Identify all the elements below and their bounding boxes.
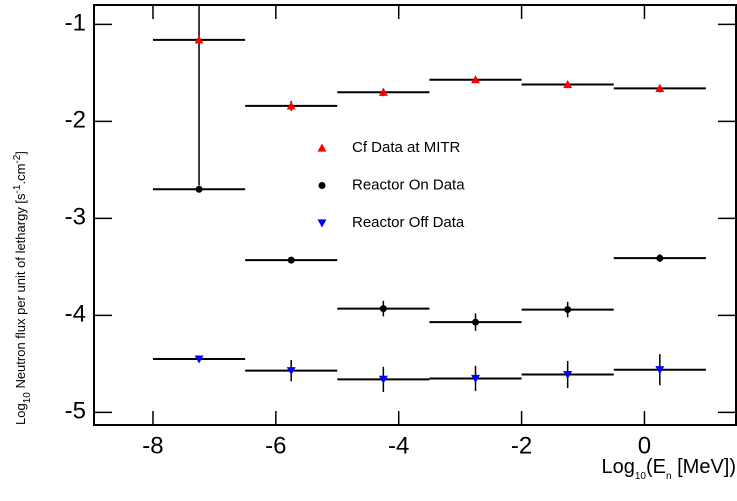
x-tick-label: -6 bbox=[265, 432, 286, 459]
legend-marker bbox=[317, 143, 327, 152]
marker bbox=[656, 254, 664, 262]
legend-label: Reactor On Data bbox=[352, 176, 465, 193]
x-title-part: Log bbox=[601, 456, 634, 478]
y-title-part: Log bbox=[13, 403, 28, 425]
marker bbox=[378, 87, 388, 96]
marker bbox=[563, 370, 573, 380]
marker bbox=[471, 75, 481, 84]
plot-frame bbox=[93, 4, 737, 426]
y-tick-label: -1 bbox=[65, 10, 86, 37]
marker bbox=[563, 80, 573, 89]
x-tick-label: -2 bbox=[511, 432, 532, 459]
y-tick-label: -3 bbox=[65, 204, 86, 231]
legend-label: Reactor Off Data bbox=[352, 214, 465, 231]
y-tick-label: -2 bbox=[65, 107, 86, 134]
legend-marker bbox=[318, 182, 326, 189]
marker bbox=[286, 367, 296, 376]
marker bbox=[564, 306, 572, 314]
marker bbox=[472, 318, 480, 326]
x-title-part: [MeV]) bbox=[672, 456, 736, 478]
x-axis-title: Log10(En [MeV]) bbox=[601, 456, 736, 481]
y-axis-title: Log10 Neutron flux per unit of lethargy … bbox=[12, 151, 33, 425]
x-tick-label: -8 bbox=[142, 432, 163, 459]
y-title-part: -2 bbox=[12, 154, 23, 163]
marker bbox=[287, 256, 295, 264]
x-tick-label: 0 bbox=[638, 432, 651, 459]
x-title-part: n bbox=[666, 471, 672, 482]
x-title-part: (E bbox=[646, 456, 666, 478]
marker bbox=[378, 375, 388, 384]
y-title-part: 10 bbox=[22, 392, 33, 404]
legend-label: Cf Data at MITR bbox=[352, 139, 461, 156]
x-tick-label: -4 bbox=[388, 432, 409, 459]
marker bbox=[194, 355, 204, 364]
y-title-part: .cm bbox=[13, 164, 28, 185]
marker bbox=[655, 83, 665, 93]
marker bbox=[195, 185, 203, 193]
legend-marker bbox=[317, 219, 327, 228]
marker bbox=[471, 374, 481, 383]
y-tick-label: -5 bbox=[65, 398, 86, 425]
y-title-part: Neutron flux per unit of lethargy [s bbox=[13, 193, 28, 392]
marker bbox=[379, 305, 387, 313]
y-title-part: ] bbox=[13, 151, 28, 155]
marker bbox=[286, 101, 296, 110]
marker bbox=[194, 35, 204, 44]
x-title-part: 10 bbox=[635, 471, 647, 482]
y-tick-label: -4 bbox=[65, 301, 86, 328]
y-title-part: -1 bbox=[12, 184, 23, 193]
marker bbox=[655, 366, 665, 375]
